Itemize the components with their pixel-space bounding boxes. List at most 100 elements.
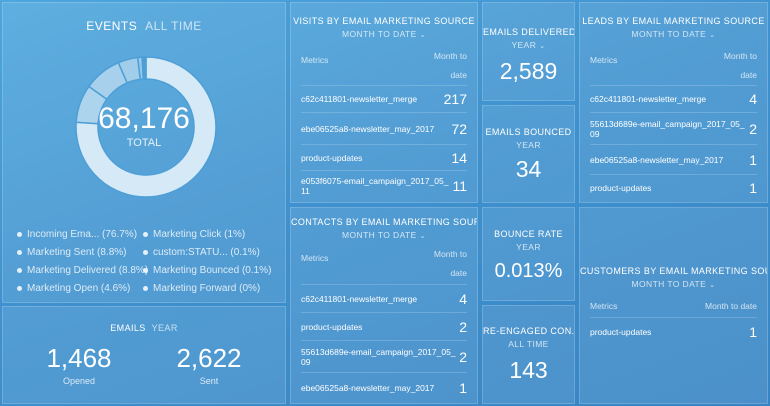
emails-sent: 2,622 Sent <box>153 343 265 386</box>
row-value: 2 <box>459 348 467 365</box>
col-value: Month to date <box>433 51 467 80</box>
bounce-rate-panel: BOUNCE RATE YEAR 0.013% <box>482 207 575 301</box>
events-total-value: 68,176 <box>98 102 190 135</box>
legend-dot <box>17 231 22 237</box>
table-row[interactable]: ebe06525a8-newsletter_may_2017 1 <box>590 145 757 175</box>
bounce-rate-period: YEAR <box>516 242 541 252</box>
contacts-panel: CONTACTS BY EMAIL MARKETING SOURCE MONTH… <box>290 207 478 404</box>
row-key: product-updates <box>301 321 363 332</box>
table-header: Metrics Month to date <box>301 245 467 285</box>
visits-table: Metrics Month to date c62c411801-newslet… <box>301 47 467 201</box>
table-row[interactable]: c62c411801-newsletter_merge 4 <box>590 86 757 113</box>
emails-opened-value: 1,468 <box>46 343 112 373</box>
table-row[interactable]: c62c411801-newsletter_merge 4 <box>301 285 467 313</box>
emails-opened-label: Opened <box>62 376 96 386</box>
chevron-down-icon: ⌄ <box>709 32 716 39</box>
legend-dot <box>17 249 22 255</box>
customers-panel: CUSTOMERS BY EMAIL MARKETING SOUR... MON… <box>579 207 768 404</box>
col-metrics: Metrics <box>301 253 329 263</box>
col-metrics: Metrics <box>301 55 329 65</box>
legend-dot <box>143 267 148 273</box>
legend-item[interactable]: Incoming Ema... (76.7%) <box>17 229 137 240</box>
leads-period-label: MONTH TO DATE <box>631 29 707 39</box>
table-row[interactable]: c62c411801-newsletter_merge 217 <box>301 86 467 113</box>
reengaged-period: ALL TIME <box>508 339 549 349</box>
row-value: 11 <box>452 178 467 194</box>
legend-item[interactable]: Marketing Delivered (8.8%) <box>17 265 148 276</box>
delivered-value: 2,589 <box>499 58 558 84</box>
visits-title: VISITS BY EMAIL MARKETING SOURCE <box>293 16 475 26</box>
contacts-title: CONTACTS BY EMAIL MARKETING SOURCE <box>291 217 478 227</box>
visits-period-dropdown[interactable]: MONTH TO DATE ⌄ <box>291 29 477 39</box>
legend-item[interactable]: Marketing Sent (8.8%) <box>17 247 127 258</box>
leads-period-dropdown[interactable]: MONTH TO DATE ⌄ <box>580 29 767 39</box>
row-value: 72 <box>451 120 467 137</box>
events-donut-chart <box>75 56 217 198</box>
table-row[interactable]: e053f6075-email_campaign_2017_05_11 11 <box>301 171 467 201</box>
emails-header: EMAILS YEAR <box>3 323 285 333</box>
donut-slice[interactable] <box>75 56 217 198</box>
row-key: c62c411801-newsletter_merge <box>301 94 418 104</box>
emails-title: EMAILS <box>110 323 146 333</box>
customers-period-label: MONTH TO DATE <box>631 279 707 289</box>
legend-label: Marketing Forward (0%) <box>153 283 261 294</box>
legend-label: Marketing Click (1%) <box>153 229 246 240</box>
legend-item[interactable]: Marketing Click (1%) <box>143 229 245 240</box>
table-row[interactable]: product-updates 1 <box>590 318 757 346</box>
legend-item[interactable]: Marketing Bounced (0.1%) <box>143 265 271 276</box>
delivered-period-label: YEAR <box>511 40 537 50</box>
row-key: 55613d689e-email_campaign_2017_05_09 <box>301 346 456 367</box>
legend-item[interactable]: Marketing Forward (0%) <box>143 283 260 294</box>
table-row[interactable]: 55613d689e-email_campaign_2017_05_09 2 <box>301 341 467 373</box>
leads-panel: LEADS BY EMAIL MARKETING SOURCE MONTH TO… <box>579 2 768 203</box>
table-header: Metrics Month to date <box>590 296 757 318</box>
row-value: 1 <box>749 180 757 196</box>
table-row[interactable]: ebe06525a8-newsletter_may_2017 72 <box>301 113 467 145</box>
table-row[interactable]: ebe06525a8-newsletter_may_2017 1 <box>301 373 467 403</box>
table-header: Metrics Month to date <box>590 47 757 86</box>
bounced-period: YEAR <box>516 140 541 150</box>
bounce-rate-value: 0.013% <box>494 260 563 282</box>
visits-period-label: MONTH TO DATE <box>342 29 417 39</box>
customers-period-dropdown[interactable]: MONTH TO DATE ⌄ <box>580 279 767 289</box>
table-row[interactable]: product-updates 14 <box>301 145 467 171</box>
emails-sent-label: Sent <box>199 376 219 386</box>
donut-slice[interactable] <box>143 56 147 80</box>
legend-item[interactable]: Marketing Open (4.6%) <box>17 283 130 294</box>
col-value: Month to date <box>433 249 467 278</box>
row-key: ebe06525a8-newsletter_may_2017 <box>301 383 435 393</box>
row-value: 1 <box>749 151 757 168</box>
row-key: c62c411801-newsletter_merge <box>590 94 707 104</box>
leads-table: Metrics Month to date c62c411801-newslet… <box>590 47 757 201</box>
emails-delivered-panel: EMAILS DELIVERED YEAR ⌄ 2,589 <box>482 2 575 101</box>
emails-panel: EMAILS YEAR 1,468 Opened 2,622 Sent <box>2 306 286 404</box>
row-value: 4 <box>749 91 757 107</box>
row-key: c62c411801-newsletter_merge <box>301 293 418 304</box>
emails-period: YEAR <box>151 323 178 333</box>
col-metrics: Metrics <box>590 301 618 311</box>
chevron-down-icon: ⌄ <box>419 233 426 240</box>
delivered-period-dropdown[interactable]: YEAR ⌄ <box>483 40 574 50</box>
delivered-title: EMAILS DELIVERED <box>483 27 575 37</box>
row-key: product-updates <box>301 152 363 163</box>
legend-dot <box>143 231 148 237</box>
bounced-title: EMAILS BOUNCED <box>485 127 572 137</box>
table-row[interactable]: product-updates 2 <box>301 313 467 341</box>
row-key: e053f6075-email_campaign_2017_05_11 <box>301 176 449 196</box>
legend-label: custom:STATU... (0.1%) <box>153 247 260 258</box>
legend-item[interactable]: custom:STATU... (0.1%) <box>143 247 260 258</box>
contacts-period-dropdown[interactable]: MONTH TO DATE ⌄ <box>291 230 477 240</box>
col-value: Month to date <box>705 301 757 311</box>
row-key: ebe06525a8-newsletter_may_2017 <box>301 123 435 134</box>
row-value: 2 <box>749 120 757 137</box>
events-header: EVENTS ALL TIME <box>3 19 285 33</box>
row-value: 4 <box>459 290 467 307</box>
emails-bounced-panel: EMAILS BOUNCED YEAR 34 <box>482 105 575 203</box>
table-header: Metrics Month to date <box>301 47 467 86</box>
table-row[interactable]: product-updates 1 <box>590 175 757 201</box>
events-panel: EVENTS ALL TIME 68,176 TOTAL Incoming Em… <box>2 2 286 303</box>
row-key: product-updates <box>590 183 652 193</box>
events-title: EVENTS <box>86 19 138 33</box>
table-row[interactable]: 55613d689e-email_campaign_2017_05_09 2 <box>590 113 757 145</box>
reengaged-value: 143 <box>509 357 548 383</box>
